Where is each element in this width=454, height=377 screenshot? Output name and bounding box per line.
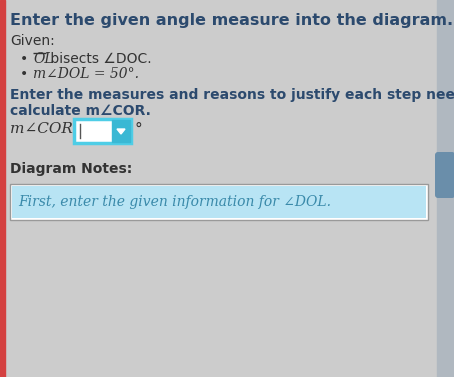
Bar: [437, 0, 454, 377]
Text: •: •: [20, 67, 28, 81]
FancyBboxPatch shape: [435, 152, 454, 198]
Bar: [10, 184, 428, 220]
Bar: [112, 120, 130, 142]
Text: •: •: [20, 52, 28, 66]
Text: bisects ∠DOC.: bisects ∠DOC.: [46, 52, 152, 66]
Text: m∠COR =: m∠COR =: [10, 122, 95, 136]
Text: Enter the given angle measure into the diagram.: Enter the given angle measure into the d…: [10, 13, 453, 28]
Text: °: °: [135, 122, 143, 137]
Polygon shape: [117, 129, 125, 134]
Bar: [12, 186, 426, 218]
Text: OL: OL: [33, 52, 54, 66]
Text: m∠DOL = 50°.: m∠DOL = 50°.: [33, 67, 139, 81]
Text: Diagram Notes:: Diagram Notes:: [10, 162, 132, 176]
Text: calculate m∠COR.: calculate m∠COR.: [10, 104, 151, 118]
Text: Enter the measures and reasons to justify each step needed to: Enter the measures and reasons to justif…: [10, 88, 454, 102]
Text: Given:: Given:: [10, 34, 55, 48]
Text: First, enter the given information for ∠DOL.: First, enter the given information for ∠…: [18, 195, 331, 209]
Bar: [0, 0, 5, 377]
FancyBboxPatch shape: [74, 119, 131, 143]
